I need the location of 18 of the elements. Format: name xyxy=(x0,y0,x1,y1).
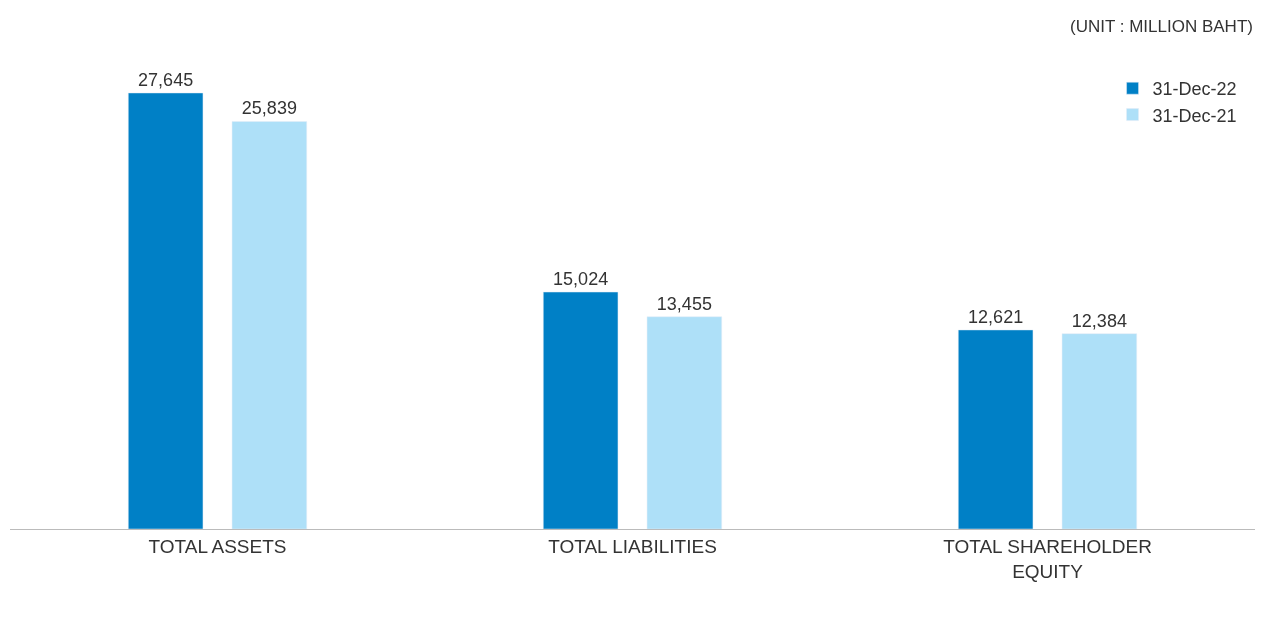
bar xyxy=(231,121,307,529)
bar xyxy=(128,92,204,529)
data-label: 25,839 xyxy=(241,98,297,119)
text: (UNIT : MILLION BAHT) xyxy=(1070,17,1253,36)
x-tick-label: TOTAL LIABILITIES xyxy=(548,535,717,557)
legend-label: 31-Dec-21 xyxy=(1152,105,1237,126)
x-tick-label: TOTAL SHAREHOLDER EQUITY xyxy=(943,535,1152,582)
bar xyxy=(1061,333,1137,529)
data-label: 15,024 xyxy=(553,269,609,290)
data-label: 12,384 xyxy=(1071,310,1127,331)
data-label: 12,621 xyxy=(968,306,1024,327)
bar xyxy=(646,316,722,529)
legend-label: 31-Dec-22 xyxy=(1152,79,1237,100)
data-label: 13,455 xyxy=(656,293,712,314)
data-label: 27,645 xyxy=(138,69,194,90)
x-tick-label: TOTAL ASSETS xyxy=(148,535,287,557)
bar xyxy=(958,329,1034,529)
bar xyxy=(543,291,619,529)
